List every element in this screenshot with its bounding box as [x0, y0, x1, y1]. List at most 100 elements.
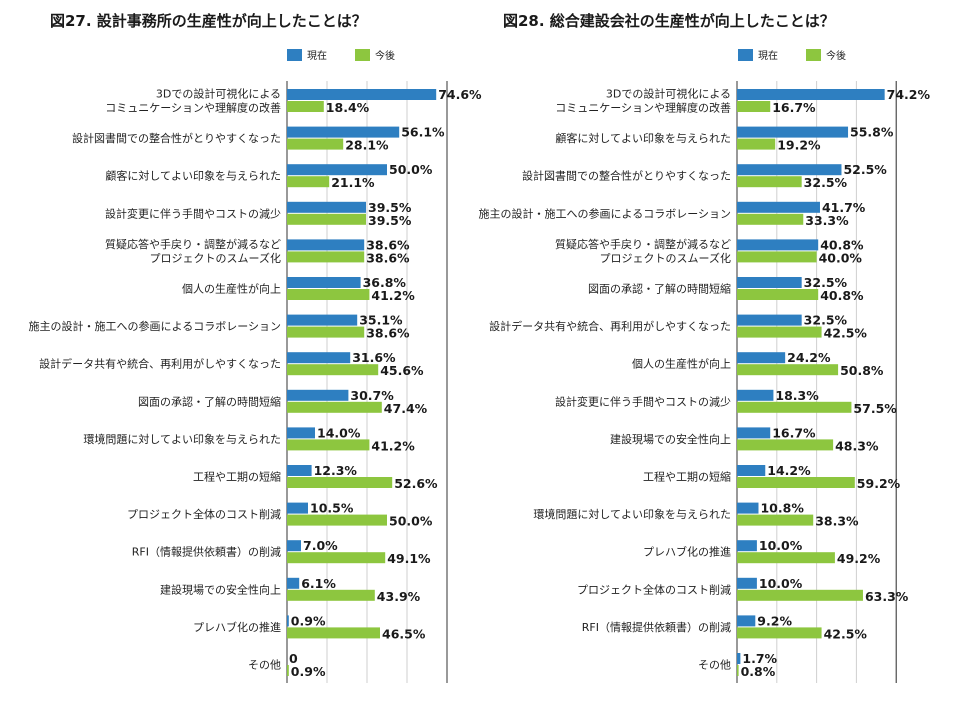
data-label-future: 52.6% — [394, 476, 438, 491]
category-label: RFI（情報提供依頼書）の削減 — [132, 545, 281, 559]
data-label-current: 14.2% — [767, 463, 811, 478]
data-label-future: 18.4% — [326, 100, 370, 115]
bar-current — [737, 201, 820, 213]
category-label: その他 — [698, 659, 731, 672]
category-label: 個人の生産性が向上 — [632, 357, 731, 371]
bar-future — [737, 589, 863, 601]
bar-current — [287, 502, 308, 514]
data-label-future: 16.7% — [772, 100, 816, 115]
bar-current — [737, 277, 802, 288]
data-label-current: 9.2% — [757, 613, 792, 628]
data-label-future: 57.5% — [853, 401, 897, 416]
bar-current — [287, 89, 437, 100]
category-label: 質疑応答や手戻り・調整が減るなど — [105, 237, 281, 251]
category-label: プロジェクト全体のコスト削減 — [577, 582, 731, 596]
bar-current — [737, 577, 757, 589]
data-label-current: 56.1% — [401, 125, 445, 140]
bar-current — [737, 89, 885, 100]
data-label-current: 41.7% — [822, 200, 866, 215]
legend-swatch-future — [806, 49, 821, 61]
bar-current — [737, 653, 741, 664]
data-label-future: 42.5% — [824, 326, 868, 341]
category-label: 施主の設計・施工への参画によるコラボレーション — [29, 319, 281, 333]
bar-current — [287, 239, 365, 251]
data-label-future: 49.2% — [837, 551, 881, 566]
bar-current — [737, 465, 766, 476]
bar-future — [287, 627, 380, 639]
bar-future — [737, 552, 835, 564]
bar-current — [737, 615, 756, 627]
legend-swatch-future — [355, 49, 370, 61]
data-label-future: 43.9% — [377, 589, 421, 604]
data-label-future: 38.3% — [815, 514, 859, 529]
data-label-current: 10.0% — [759, 576, 803, 591]
category-label: 個人の生産性が向上 — [182, 282, 281, 296]
bar-future — [737, 514, 814, 526]
data-label-current: 39.5% — [368, 200, 412, 215]
data-label-future: 39.5% — [368, 213, 412, 228]
legend-label-current: 現在 — [307, 50, 327, 62]
bar-current — [287, 201, 366, 213]
bar-future — [737, 101, 771, 112]
data-label-current: 30.7% — [350, 388, 394, 403]
data-label-current: 1.7% — [742, 651, 777, 666]
category-label: 3Dでの設計可視化による — [606, 87, 731, 101]
data-label-future: 19.2% — [777, 138, 821, 153]
category-label-line2: コミュニケーションや理解度の改善 — [105, 101, 281, 115]
data-label-future: 38.6% — [366, 326, 410, 341]
category-label: 環境問題に対してよい印象を与えられた — [83, 432, 281, 446]
category-label: 設計図書間での整合性がとりやすくなった — [72, 131, 281, 145]
category-label: 環境問題に対してよい印象を与えられた — [533, 507, 731, 521]
bar-future — [737, 364, 839, 376]
data-label-current: 10.8% — [760, 501, 804, 516]
data-label-future: 63.3% — [865, 589, 909, 604]
category-label: 建設現場での安全性向上 — [610, 432, 731, 446]
data-label-future: 42.5% — [824, 626, 868, 641]
category-label-line2: プロジェクトのスムーズ化 — [600, 251, 731, 265]
chart-title: 図28. 総合建設会社の生産性が向上したことは？ — [503, 12, 835, 30]
category-label: 図面の承認・了解の時間短縮 — [588, 282, 731, 296]
data-label-future: 48.3% — [835, 438, 879, 453]
category-label: その他 — [248, 659, 281, 672]
data-label-future: 40.0% — [819, 250, 863, 265]
bar-future — [737, 477, 855, 488]
data-label-current: 6.1% — [301, 576, 336, 591]
bar-future — [287, 665, 289, 676]
bar-future — [287, 589, 375, 601]
category-label: 設計変更に伴う手間やコストの減少 — [555, 394, 731, 408]
legend-label-future: 今後 — [826, 49, 846, 62]
data-label-future: 47.4% — [384, 401, 428, 416]
bar-current — [287, 427, 315, 439]
category-label: 工程や工期の短縮 — [193, 470, 281, 484]
bar-future — [737, 401, 852, 413]
bar-future — [737, 665, 739, 676]
data-label-current: 50.0% — [389, 162, 433, 177]
data-label-future: 45.6% — [380, 363, 424, 378]
category-label: プレハブ化の推進 — [643, 545, 731, 559]
bar-current — [737, 314, 802, 326]
bar-current — [737, 502, 759, 514]
data-label-current: 38.6% — [366, 237, 410, 252]
bar-future — [287, 439, 370, 451]
data-label-current: 32.5% — [804, 275, 848, 290]
data-label-future: 46.5% — [382, 626, 426, 641]
bar-future — [287, 477, 393, 488]
bar-current — [287, 465, 312, 476]
bar-future — [287, 326, 365, 338]
data-label-current: 10.5% — [310, 501, 354, 516]
category-label: 設計データ共有や統合、再利用がしやすくなった — [489, 319, 731, 333]
category-label: 工程や工期の短縮 — [643, 470, 731, 484]
bar-future — [287, 401, 382, 413]
data-label-future: 50.8% — [840, 363, 884, 378]
bar-current — [287, 126, 400, 138]
bar-current — [287, 314, 358, 326]
bar-future — [737, 439, 834, 451]
data-label-current: 31.6% — [352, 350, 396, 365]
category-label-line2: コミュニケーションや理解度の改善 — [555, 101, 731, 115]
bar-current — [737, 352, 786, 364]
bar-future — [737, 627, 822, 639]
bar-future — [737, 213, 804, 225]
category-label: 建設現場での安全性向上 — [160, 582, 281, 596]
data-label-future: 50.0% — [389, 514, 433, 529]
category-label: プロジェクト全体のコスト削減 — [127, 507, 281, 521]
